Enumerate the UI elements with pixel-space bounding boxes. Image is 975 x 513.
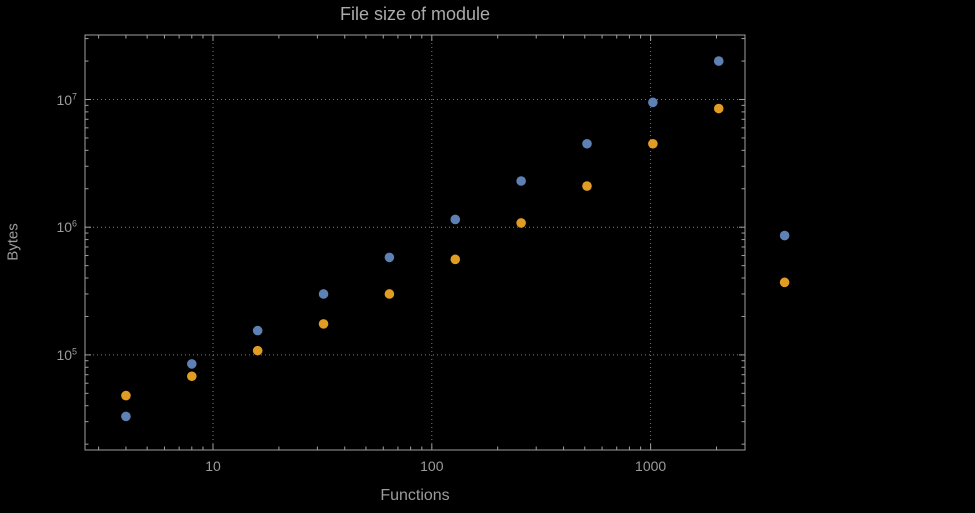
x-tick-label: 100 bbox=[420, 458, 444, 474]
data-point-orange bbox=[582, 181, 592, 191]
data-point-orange bbox=[713, 103, 724, 114]
x-axis-label: Functions bbox=[380, 487, 450, 504]
data-point-orange bbox=[516, 218, 526, 228]
data-point-blue bbox=[187, 359, 197, 369]
data-point-blue bbox=[713, 56, 724, 66]
data-point-orange bbox=[779, 277, 790, 288]
y-tick-label: 105 bbox=[56, 346, 77, 363]
data-point-orange bbox=[450, 254, 461, 265]
y-tick-label: 106 bbox=[56, 218, 77, 236]
data-point-blue bbox=[779, 230, 790, 241]
data-point-orange bbox=[252, 345, 263, 356]
data-point-orange bbox=[187, 371, 197, 382]
x-tick-label: 1000 bbox=[635, 458, 667, 474]
data-point-orange bbox=[648, 138, 658, 149]
data-point-blue bbox=[252, 325, 263, 336]
data-point-blue bbox=[384, 252, 395, 263]
data-point-blue bbox=[648, 97, 658, 108]
y-axis-label: Bytes bbox=[4, 223, 22, 261]
data-point-blue bbox=[121, 411, 131, 422]
data-point-blue bbox=[582, 138, 592, 149]
data-point-orange bbox=[384, 289, 395, 299]
chart-title: File size of module bbox=[339, 4, 491, 24]
y-tick-label: 107 bbox=[56, 90, 77, 108]
data-point-blue bbox=[450, 214, 461, 225]
data-point-orange bbox=[121, 390, 131, 401]
data-point-blue bbox=[318, 289, 329, 299]
data-point-blue bbox=[516, 176, 526, 186]
data-point-orange bbox=[318, 319, 329, 329]
plot-frame bbox=[84, 34, 746, 451]
x-tick-label: 10 bbox=[205, 458, 221, 474]
